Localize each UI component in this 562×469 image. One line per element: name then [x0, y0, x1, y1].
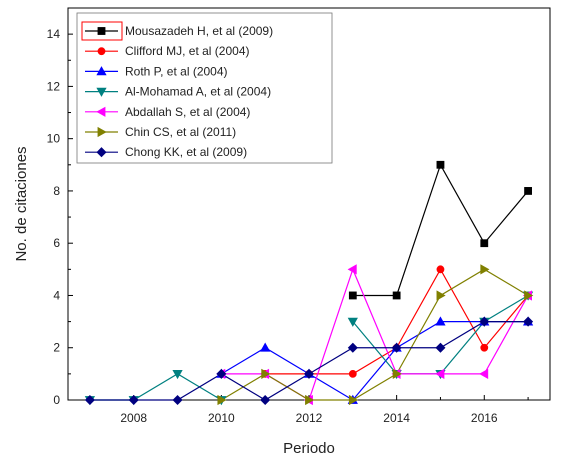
data-point	[172, 394, 183, 406]
y-tick-label: 14	[47, 27, 61, 41]
x-tick-label: 2014	[383, 411, 410, 425]
series-lines	[89, 163, 529, 401]
legend-marker	[96, 147, 107, 158]
legend-marker	[97, 27, 106, 35]
data-point	[524, 187, 532, 195]
data-point	[392, 368, 402, 379]
data-point	[260, 394, 271, 406]
legend-label: Al-Mohamad A, et al (2004)	[125, 85, 271, 99]
series-line	[89, 321, 529, 401]
data-point	[348, 369, 357, 378]
series-line	[352, 294, 529, 375]
data-point	[305, 394, 315, 406]
data-point	[261, 368, 271, 379]
y-tick-label: 10	[47, 132, 61, 146]
legend-box	[76, 12, 333, 164]
x-tick-label: 2008	[120, 411, 147, 425]
data-point	[435, 316, 446, 326]
data-point	[523, 316, 534, 327]
data-point	[260, 342, 271, 352]
legend-label: Chin CS, et al (2011)	[125, 125, 236, 139]
data-point	[84, 394, 95, 406]
legend: Mousazadeh H, et al (2009) Clifford MJ, e…	[76, 12, 333, 164]
data-point	[128, 394, 139, 406]
legend-marker	[96, 106, 106, 117]
legend-marker	[96, 66, 107, 76]
data-point	[303, 368, 315, 379]
legend-label: Clifford MJ, et al (2004)	[125, 44, 250, 58]
data-point	[479, 368, 489, 379]
y-tick-label: 0	[53, 393, 60, 407]
x-tick-label: 2010	[208, 411, 235, 425]
data-point	[348, 291, 357, 300]
legend-label: Abdallah S, et al (2004)	[125, 105, 250, 119]
y-tick-label: 4	[53, 288, 60, 302]
y-tick-label: 6	[53, 236, 60, 250]
y-tick-label: 8	[53, 184, 60, 198]
legend-label: Mousazadeh H, et al (2009)	[125, 24, 273, 38]
data-point	[347, 264, 357, 275]
legend-label: Chong KK, et al (2009)	[125, 145, 247, 159]
series-line	[221, 268, 529, 401]
legend-highlight-box	[81, 21, 123, 41]
legend-marker	[97, 126, 107, 138]
data-point	[524, 290, 534, 301]
data-point	[480, 264, 490, 275]
y-tick-label: 12	[47, 79, 61, 93]
data-point	[348, 394, 359, 406]
data-point	[216, 368, 227, 379]
legend-label: Roth P, et al (2004)	[125, 64, 228, 78]
series-line	[89, 373, 222, 401]
data-point	[391, 342, 402, 353]
data-point	[480, 239, 489, 248]
x-axis-title: Periodo	[283, 440, 335, 457]
legend-marker	[97, 47, 106, 56]
data-point	[347, 317, 358, 327]
series-line	[221, 321, 529, 401]
x-tick-label: 2016	[471, 411, 498, 425]
series-line	[221, 267, 529, 401]
data-point	[436, 160, 445, 169]
axis-ticks: 2008 2010 2012 2014 2016 0 2 4 6 8 10 12 14	[47, 27, 529, 425]
y-axis-title: No. de citaciones	[13, 146, 30, 261]
data-point	[479, 316, 490, 327]
x-tick-label: 2012	[296, 411, 323, 425]
data-point	[392, 291, 401, 300]
legend-marker	[96, 87, 107, 97]
series-line	[352, 163, 529, 297]
data-point	[435, 342, 446, 353]
series-markers	[84, 160, 534, 406]
data-point	[436, 290, 446, 301]
data-point	[435, 368, 445, 379]
data-point	[347, 342, 358, 353]
data-point	[480, 343, 489, 352]
data-point	[436, 265, 445, 274]
data-point	[172, 369, 183, 380]
data-point	[217, 394, 227, 406]
y-tick-label: 2	[53, 341, 60, 355]
